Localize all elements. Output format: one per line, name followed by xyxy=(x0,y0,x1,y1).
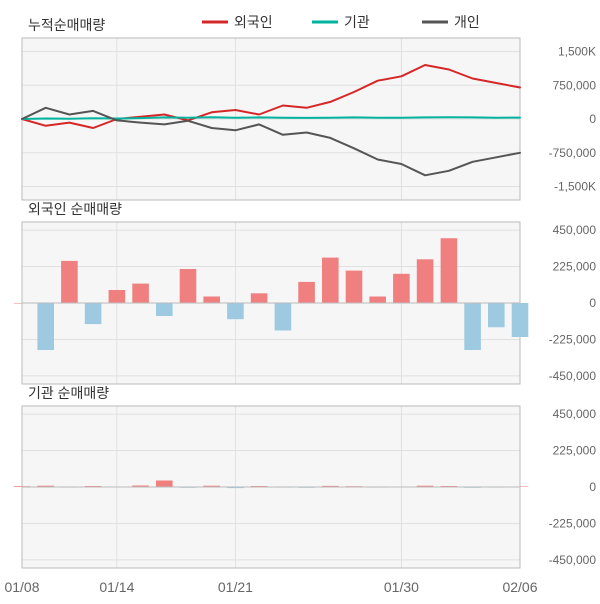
panel-foreigner-daily: 450,000 225,000 0 -225,000 -450,000 외국인 순매매량 xyxy=(14,201,597,384)
bar xyxy=(275,303,292,331)
y-tick-label: 750,000 xyxy=(553,78,597,92)
x-tick-label: 02/06 xyxy=(502,579,537,595)
panel-title-cumulative: 누적순매매량 xyxy=(28,17,105,33)
bar xyxy=(393,274,410,303)
legend: 외국인 기관 개인 xyxy=(202,14,480,30)
bar xyxy=(156,481,173,488)
bar xyxy=(488,303,505,327)
bar xyxy=(298,282,315,303)
chart-svg: 외국인 기관 개인 1,500K 750,000 0 -750,000 -1,500K 누적순매… xyxy=(0,0,600,604)
panel-institution-daily: 450,000 225,000 0 -225,000 -450,000 기관 순매매량 xyxy=(14,385,597,568)
bar xyxy=(132,284,149,303)
y-tick-label: -750,000 xyxy=(549,146,597,160)
bar xyxy=(85,303,102,324)
chart-container: 외국인 기관 개인 1,500K 750,000 0 -750,000 -1,500K 누적순매… xyxy=(0,0,600,604)
panel-title-institution-daily: 기관 순매매량 xyxy=(28,385,109,401)
x-tick-label: 01/21 xyxy=(218,579,253,595)
y-tick-label: 0 xyxy=(589,112,596,126)
bar xyxy=(441,238,458,303)
y-tick-label: -225,000 xyxy=(549,516,597,530)
bar xyxy=(322,258,339,303)
bar xyxy=(369,297,386,304)
bar xyxy=(61,261,78,303)
panel-cumulative: 1,500K 750,000 0 -750,000 -1,500K 누적순매매량 xyxy=(22,17,596,200)
bar xyxy=(417,259,434,303)
y-tick-label: 0 xyxy=(589,296,596,310)
y-tick-label: -1,500K xyxy=(554,180,596,194)
y-tick-label: -225,000 xyxy=(549,332,597,346)
bar xyxy=(251,293,268,303)
x-tick-label: 01/30 xyxy=(384,579,419,595)
y-tick-label: 0 xyxy=(589,480,596,494)
x-tick-label: 01/14 xyxy=(99,579,134,595)
legend-label-institution: 기관 xyxy=(344,14,370,30)
bar xyxy=(156,303,173,316)
bar xyxy=(37,303,54,350)
y-tick-label: 225,000 xyxy=(553,260,597,274)
y-tick-label: -450,000 xyxy=(549,553,597,567)
y-tick-label: 1,500K xyxy=(558,45,596,59)
y-tick-label: 225,000 xyxy=(553,444,597,458)
panel-title-foreigner-daily: 외국인 순매매량 xyxy=(28,201,122,217)
x-axis: 01/08 01/14 01/21 01/30 02/06 xyxy=(4,579,537,595)
legend-label-foreigner: 외국인 xyxy=(234,14,273,30)
y-tick-label: -450,000 xyxy=(549,369,597,383)
bar xyxy=(180,269,197,303)
y-tick-label: 450,000 xyxy=(553,407,597,421)
y-tick-label: 450,000 xyxy=(553,223,597,237)
bar xyxy=(203,297,220,304)
bar xyxy=(512,303,529,337)
x-tick-label: 01/08 xyxy=(4,579,39,595)
bar xyxy=(346,271,363,303)
bar xyxy=(227,303,244,319)
bar xyxy=(464,303,481,350)
legend-label-individual: 개인 xyxy=(454,14,480,30)
bar xyxy=(109,290,126,303)
